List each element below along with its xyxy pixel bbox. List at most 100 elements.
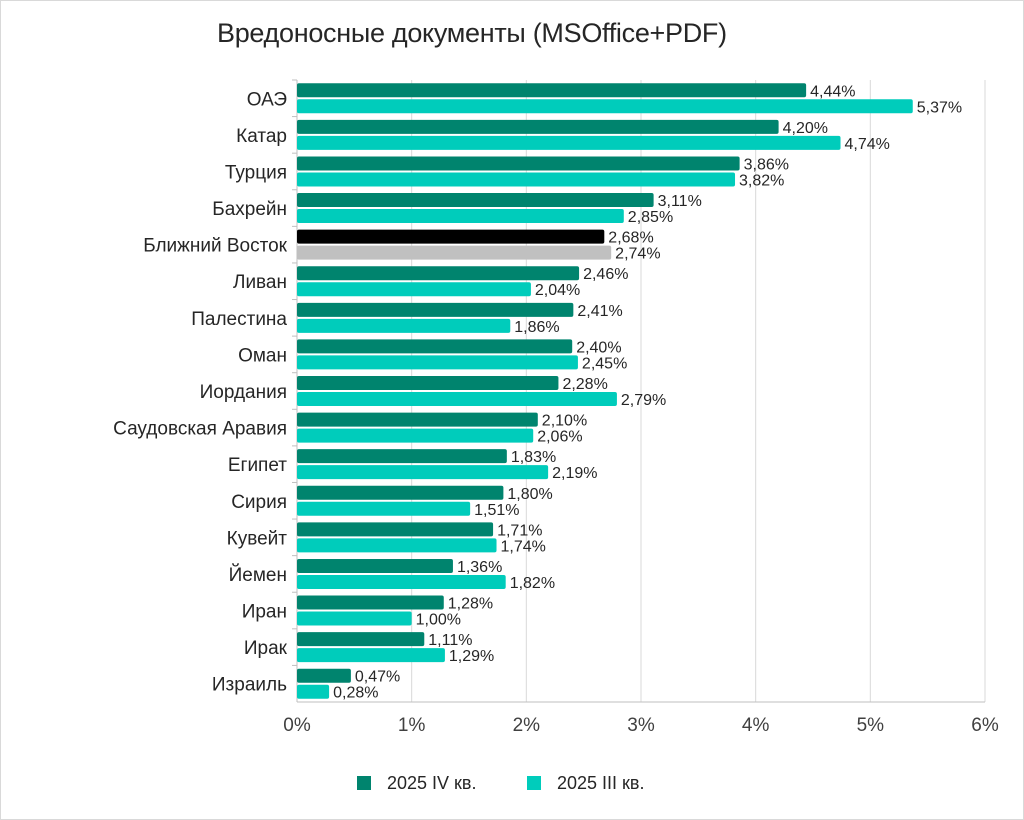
legend-swatch [527, 776, 541, 790]
bar-q4 [297, 83, 807, 98]
bar-q3 [297, 172, 736, 187]
category-label: ОАЭ [247, 89, 287, 110]
legend-label: 2025 IV кв. [387, 772, 477, 793]
category-label: Катар [236, 126, 287, 147]
bar-q3 [297, 648, 445, 663]
x-tick-label: 5% [857, 715, 885, 736]
category-label: Ирак [244, 638, 288, 659]
data-label: 1,83% [511, 449, 556, 466]
data-label: 1,74% [501, 538, 546, 555]
bar-q3 [297, 99, 913, 114]
data-label: 2,74% [615, 246, 660, 263]
bar-q3 [297, 428, 534, 443]
bar-q3 [297, 245, 612, 260]
data-label: 2,19% [552, 465, 597, 482]
bar-q3 [297, 538, 497, 553]
bar-q4 [297, 449, 507, 464]
x-tick-label: 0% [283, 715, 311, 736]
data-label: 2,79% [621, 392, 666, 409]
data-label: 2,41% [577, 303, 622, 320]
category-label: Кувейт [227, 528, 288, 549]
data-label: 2,85% [628, 209, 673, 226]
chart-title: Вредоносные документы (MSOffice+PDF) [217, 18, 727, 48]
category-label: Оман [238, 345, 287, 366]
bar-q3 [297, 355, 578, 370]
bar-q4 [297, 229, 605, 244]
data-label: 4,44% [810, 83, 855, 100]
chart-legend: 2025 IV кв. 2025 III кв. [0, 768, 1024, 798]
bar-q3 [297, 318, 511, 333]
data-label: 1,00% [416, 612, 461, 629]
data-label: 1,11% [428, 632, 472, 649]
data-label: 2,40% [576, 339, 621, 356]
bar-q4 [297, 156, 740, 171]
bar-q3 [297, 684, 330, 699]
data-label: 3,82% [739, 172, 784, 189]
data-label: 2,45% [582, 355, 627, 372]
bar-q3 [297, 135, 841, 150]
bar-q3 [297, 392, 617, 406]
category-label: Йемен [229, 564, 287, 586]
legend-label: 2025 III кв. [557, 772, 645, 793]
category-label: Египет [228, 455, 287, 476]
bar-q3 [297, 501, 471, 516]
bar-q3 [297, 465, 549, 480]
bar-q4 [297, 302, 574, 317]
bar-q4 [297, 376, 559, 390]
bar-q4 [297, 266, 580, 281]
data-label: 4,20% [783, 120, 828, 137]
data-label: 5,37% [917, 99, 962, 116]
bar-q3 [297, 611, 412, 626]
bar-q4 [297, 485, 504, 500]
bar-q4 [297, 412, 538, 427]
category-label: Палестина [191, 309, 287, 330]
legend-item: 2025 III кв. [527, 768, 645, 798]
x-tick-label: 2% [513, 715, 541, 736]
x-tick-label: 4% [742, 715, 770, 736]
bar-q3 [297, 282, 531, 297]
category-label: Иордания [200, 382, 287, 403]
bar-q4 [297, 558, 453, 573]
data-label: 1,28% [448, 596, 493, 613]
bar-q4 [297, 668, 351, 683]
category-label: Турция [225, 162, 287, 183]
data-label: 2,28% [562, 376, 607, 393]
bar-q4 [297, 119, 779, 134]
data-label: 2,04% [535, 282, 580, 299]
data-label: 1,82% [510, 575, 555, 592]
category-label: Иран [242, 602, 287, 623]
category-label: Бахрейн [212, 199, 287, 220]
data-label: 2,06% [537, 429, 582, 446]
data-label: 1,51% [474, 502, 519, 519]
category-label: Сирия [231, 492, 287, 513]
data-label: 2,68% [608, 230, 653, 247]
x-tick-label: 3% [627, 715, 655, 736]
bar-q4 [297, 193, 654, 208]
category-label: Израиль [212, 675, 287, 696]
bar-q4 [297, 595, 444, 610]
legend-item: 2025 IV кв. [357, 768, 477, 798]
category-label: Саудовская Аравия [113, 419, 287, 440]
data-label: 1,80% [507, 486, 552, 503]
data-label: 1,86% [514, 319, 559, 336]
data-label: 4,74% [845, 136, 890, 153]
bar-q3 [297, 574, 506, 589]
data-label: 0,28% [333, 685, 378, 702]
data-label: 0,47% [355, 669, 400, 686]
bar-q3 [297, 209, 624, 224]
x-tick-label: 1% [398, 715, 426, 736]
data-label: 3,11% [658, 193, 702, 210]
x-tick-label: 6% [971, 715, 999, 736]
legend-swatch [357, 776, 371, 790]
data-label: 3,86% [744, 156, 789, 173]
data-label: 2,10% [542, 413, 587, 430]
category-label: Ближний Восток [143, 236, 287, 257]
data-label: 1,71% [497, 522, 542, 539]
bar-q4 [297, 522, 494, 537]
bar-q4 [297, 339, 573, 354]
bar-q4 [297, 632, 425, 647]
data-label: 1,29% [449, 648, 494, 665]
data-label: 1,36% [457, 559, 502, 576]
data-label: 2,46% [583, 266, 628, 283]
